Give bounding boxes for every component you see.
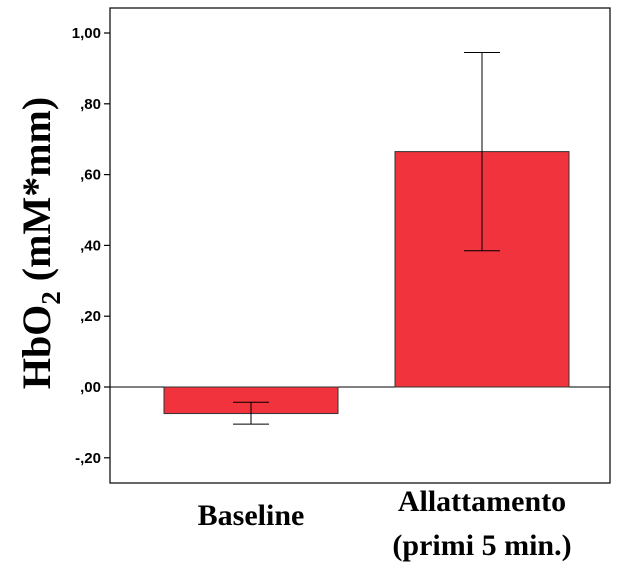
y-axis-label-main: HbO	[14, 305, 59, 389]
y-axis-ticks: 1,00 ,80 ,60 ,40 ,20 ,00 -,20	[72, 25, 110, 467]
x-category-label-line: Baseline	[198, 499, 305, 532]
category-labels: Baseline Allattamento (primi 5 min.)	[198, 485, 572, 562]
y-tick-label: ,60	[80, 167, 101, 184]
x-category-label: Baseline	[198, 499, 305, 532]
bars	[163, 151, 570, 415]
y-tick-label: 1,00	[72, 25, 101, 42]
y-tick-label: ,80	[80, 96, 101, 113]
y-axis-label: HbO2 (mM*mm)	[14, 97, 66, 389]
y-tick-label: -,20	[75, 450, 101, 467]
y-tick-label: ,40	[80, 237, 101, 254]
error-bars	[233, 51, 500, 425]
y-tick-label: ,00	[80, 379, 101, 396]
y-axis-label-units: (mM*mm)	[14, 97, 59, 291]
x-category-label: Allattamento (primi 5 min.)	[392, 485, 571, 562]
y-tick-label: ,20	[80, 308, 101, 325]
y-axis-label-subscript: 2	[36, 291, 66, 305]
x-category-label-line: (primi 5 min.)	[392, 529, 571, 562]
x-category-label-line: Allattamento	[398, 485, 566, 518]
